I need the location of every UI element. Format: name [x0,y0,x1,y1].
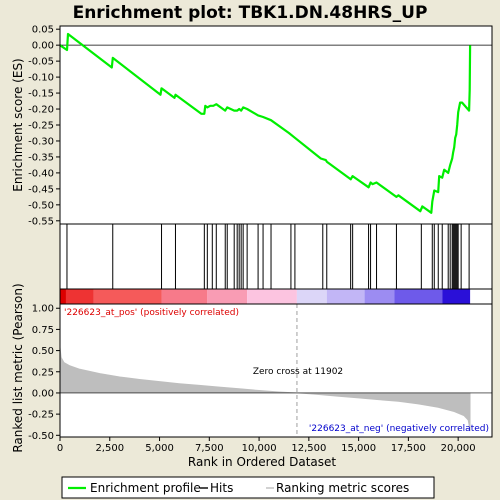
es-ytick-label: -0.05 [28,57,54,68]
colorbar-band [207,289,248,304]
metric-ytick-label: -0.25 [28,410,54,421]
ranking-metric-area [59,346,471,432]
metric-frame [59,303,493,438]
es-ytick-label: -0.35 [28,152,54,163]
es-ytick-label: 0.05 [32,25,54,36]
hits-panel [59,223,493,290]
legend-box [61,476,435,499]
metric-ytick-label: -0.50 [28,431,54,442]
metric-axis-label: Ranked list metric (Pearson) [11,283,25,452]
es-ytick-label: 0.00 [32,41,54,52]
metric-ytick-label: 0.25 [32,367,54,378]
positive-correlation-label: '226623_at_pos' (positively correlated) [64,308,239,318]
es-ytick-label: -0.25 [28,121,54,132]
rank-xtick-label: 17,500 [391,443,426,454]
ranked-list-metric-panel: 1.00 0.75 0.50 0.25 0.00 -0.25 -0.500 2,500 5,00… [28,303,493,454]
rank-xtick-label: 15,000 [341,443,376,454]
es-ytick-label: -0.30 [28,136,54,147]
rank-xtick-label: 10,000 [242,443,277,454]
es-ytick-label: -0.45 [28,184,54,195]
metric-ytick-label: 0.50 [32,346,54,357]
es-ytick-label: -0.20 [28,105,54,116]
rank-xtick-label: 7,500 [195,443,224,454]
es-ytick-label: -0.40 [28,168,54,179]
es-ytick-label: -0.10 [28,73,54,84]
es-ytick-label: -0.55 [28,216,54,227]
legend: Enrichment profile Hits Ranking metric sco… [61,476,435,499]
chart-title: Enrichment plot: TBK1.DN.48HRS_UP [73,3,428,23]
es-ytick-label: -0.50 [28,200,54,211]
es-ytick-label: -0.15 [28,89,54,100]
enrichment-profile-line [59,32,472,214]
negative-correlation-label: '226623_at_neg' (negatively correlated) [309,424,489,434]
rank-xtick-label: 2,500 [95,443,124,454]
rank-color-bar [59,288,493,305]
colorbar-band [60,289,66,304]
metric-ytick-label: 0.00 [32,388,54,399]
colorbar-band [326,289,365,304]
es-axis-label: Enrichment score (ES) [11,58,25,191]
rank-axis-label: Rank in Ordered Dataset [188,455,336,469]
colorbar-band [247,289,297,304]
colorbar-band [364,289,395,304]
legend-hits-label: Hits [210,481,233,495]
colorbar-band [394,289,443,304]
colorbar-band [442,289,471,304]
rank-xtick-label: 0 [57,443,63,454]
colorbar-band [161,289,208,304]
colorbar-band [296,289,327,304]
colorbar-band [93,289,162,304]
metric-ytick-label: 1.00 [32,304,54,315]
enrichment-score-panel: 0.05 0.00 -0.05 -0.10 -0.15 -0.20 -0.25 -0.30 -0… [28,25,493,227]
rank-xtick-label: 5,000 [145,443,174,454]
zero-cross-label: Zero cross at 11902 [253,367,343,377]
metric-ytick-label: 0.75 [32,325,54,336]
metric-plot-area [60,304,492,437]
legend-ranking-metric-label: Ranking metric scores [276,481,409,495]
legend-enrichment-profile-label: Enrichment profile [90,481,201,495]
colorbar-band [65,289,94,304]
rank-xtick-label: 20,000 [441,443,476,454]
rank-xtick-label: 12,500 [291,443,326,454]
hits-area [60,224,492,289]
